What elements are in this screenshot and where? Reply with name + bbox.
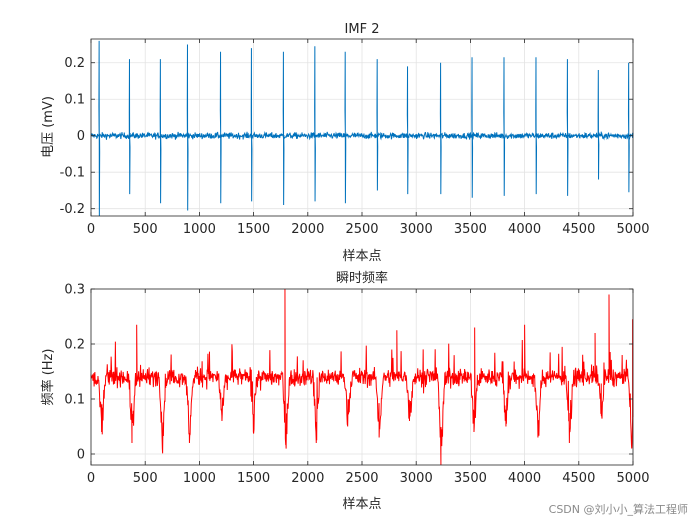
x-tick-label: 0 bbox=[87, 471, 95, 486]
x-tick-label: 1500 bbox=[237, 222, 270, 237]
y-tick-label: 0.2 bbox=[64, 56, 85, 71]
subplot-instant-frequency: 0 500 1000 1500 2000 2500 3000 3500 4000 4500 5000… bbox=[40, 270, 650, 512]
series-line-frequency bbox=[90, 288, 634, 466]
y-tick-label: -0.1 bbox=[60, 166, 85, 181]
x-tick-label: 2000 bbox=[291, 471, 324, 486]
y-ticks-imf2: -0.2 -0.1 0 0.1 0.2 bbox=[60, 56, 633, 217]
x-tick-label: 4000 bbox=[508, 471, 541, 486]
x-tick-label: 3500 bbox=[454, 222, 487, 237]
chart-title-imf2: IMF 2 bbox=[345, 22, 380, 37]
x-tick-label: 4000 bbox=[508, 222, 541, 237]
x-tick-label: 4500 bbox=[562, 471, 595, 486]
x-tick-label: 2500 bbox=[345, 222, 378, 237]
y-tick-label: 0.1 bbox=[64, 93, 85, 108]
y-axis-label-imf2: 电压 (mV) bbox=[41, 96, 56, 158]
chart-title-frequency: 瞬时频率 bbox=[336, 270, 388, 286]
y-tick-label: 0.3 bbox=[64, 283, 85, 298]
x-tick-label: 1500 bbox=[237, 471, 270, 486]
x-tick-label: 4500 bbox=[562, 222, 595, 237]
subplot-imf2: 0 500 1000 1500 2000 2500 3000 3500 4000 4500 5000… bbox=[41, 22, 650, 264]
y-tick-label: -0.2 bbox=[60, 202, 85, 217]
x-tick-label: 0 bbox=[87, 222, 95, 237]
x-tick-label: 500 bbox=[133, 471, 158, 486]
y-ticks-frequency: 0 0.1 0.2 0.3 bbox=[64, 283, 633, 463]
x-tick-label: 1000 bbox=[183, 471, 216, 486]
x-ticks-frequency: 0 500 1000 1500 2000 2500 3000 3500 4000 4500 5000 bbox=[87, 289, 650, 486]
x-ticks-imf2: 0 500 1000 1500 2000 2500 3000 3500 4000 4500 5000 bbox=[87, 39, 650, 237]
y-tick-label: 0.2 bbox=[64, 338, 85, 353]
y-tick-label: 0 bbox=[77, 448, 85, 463]
x-tick-label: 5000 bbox=[616, 471, 649, 486]
x-tick-label: 3000 bbox=[400, 222, 433, 237]
x-tick-label: 500 bbox=[133, 222, 158, 237]
y-tick-label: 0 bbox=[77, 129, 85, 144]
watermark: CSDN @刘小小_算法工程师 bbox=[548, 503, 688, 516]
x-axis-label-imf2: 样本点 bbox=[342, 249, 381, 264]
x-tick-label: 3500 bbox=[454, 471, 487, 486]
x-tick-label: 5000 bbox=[616, 222, 649, 237]
x-tick-label: 1000 bbox=[183, 222, 216, 237]
x-axis-label-frequency: 样本点 bbox=[342, 497, 381, 512]
x-tick-label: 2500 bbox=[345, 471, 378, 486]
x-tick-label: 3000 bbox=[400, 471, 433, 486]
y-axis-label-frequency: 频率 (Hz) bbox=[40, 349, 56, 406]
x-tick-label: 2000 bbox=[291, 222, 324, 237]
series-line-imf2 bbox=[90, 40, 634, 217]
y-tick-label: 0.1 bbox=[64, 393, 85, 408]
